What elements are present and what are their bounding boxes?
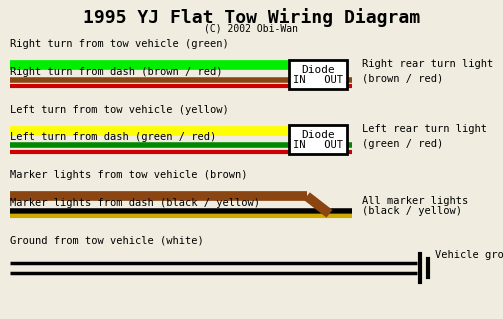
FancyBboxPatch shape xyxy=(289,60,347,88)
Text: Right turn from dash (brown / red): Right turn from dash (brown / red) xyxy=(10,67,222,77)
Text: (C) 2002 Obi-Wan: (C) 2002 Obi-Wan xyxy=(205,24,298,34)
Text: Ground from tow vehicle (white): Ground from tow vehicle (white) xyxy=(10,236,204,246)
FancyBboxPatch shape xyxy=(289,125,347,154)
Text: Diode: Diode xyxy=(301,65,335,75)
Text: Left turn from dash (green / red): Left turn from dash (green / red) xyxy=(10,132,216,142)
Text: 1995 YJ Flat Tow Wiring Diagram: 1995 YJ Flat Tow Wiring Diagram xyxy=(83,8,420,27)
Text: Left rear turn light: Left rear turn light xyxy=(362,124,487,134)
Text: Diode: Diode xyxy=(301,130,335,140)
Text: Marker lights from dash (black / yellow): Marker lights from dash (black / yellow) xyxy=(10,198,260,208)
Text: Right rear turn light: Right rear turn light xyxy=(362,59,493,69)
Text: Marker lights from tow vehicle (brown): Marker lights from tow vehicle (brown) xyxy=(10,170,247,180)
Text: IN   OUT: IN OUT xyxy=(293,75,343,85)
Text: IN   OUT: IN OUT xyxy=(293,140,343,150)
Text: All marker lights: All marker lights xyxy=(362,196,468,206)
Text: Left turn from tow vehicle (yellow): Left turn from tow vehicle (yellow) xyxy=(10,105,229,115)
Text: Vehicle ground: Vehicle ground xyxy=(435,250,503,260)
Text: (black / yellow): (black / yellow) xyxy=(362,205,462,216)
Text: (green / red): (green / red) xyxy=(362,138,444,149)
Text: Right turn from tow vehicle (green): Right turn from tow vehicle (green) xyxy=(10,40,229,49)
Text: (brown / red): (brown / red) xyxy=(362,73,444,83)
